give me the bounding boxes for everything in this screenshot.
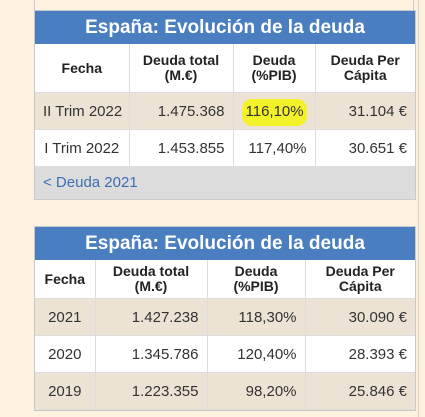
header-text: Cápita <box>343 67 387 83</box>
col-header-deuda-pib[interactable]: Deuda (%PIB) <box>233 44 316 93</box>
header-text: Deuda Per <box>325 263 395 279</box>
cell-fecha: 2021 <box>35 298 96 336</box>
debt-table: Fecha Deuda total (M.€) Deuda (%PIB) Deuda… <box>35 260 415 410</box>
cell-pib: 117,40% <box>233 129 316 167</box>
header-text: Deuda Per <box>330 52 400 68</box>
header-text: (M.€) <box>164 67 198 83</box>
cell-per-capita: 30.090 € <box>305 298 415 336</box>
header-row: Fecha Deuda total (M.€) Deuda (%PIB) Deuda… <box>35 260 415 299</box>
previous-section-edge <box>34 0 414 10</box>
header-text: (%PIB) <box>233 278 279 294</box>
cell-per-capita: 31.104 € <box>315 92 415 130</box>
debt-table: Fecha Deuda total (M.€) Deuda (%PIB) Deuda… <box>35 44 415 167</box>
table-row: 2020 1.345.786 120,40% 28.393 € <box>35 335 415 373</box>
cell-per-capita: 30.651 € <box>315 129 415 167</box>
cell-pib: 98,20% <box>207 372 306 410</box>
header-text: Deuda total <box>112 263 190 279</box>
cell-total: 1.345.786 <box>95 335 208 373</box>
col-header-deuda-pib[interactable]: Deuda (%PIB) <box>207 260 306 299</box>
cell-pib: 118,30% <box>207 298 306 336</box>
col-header-per-capita[interactable]: Deuda Per Cápita <box>315 44 415 93</box>
col-header-deuda-total[interactable]: Deuda total (M.€) <box>129 44 234 93</box>
col-header-deuda-total[interactable]: Deuda total (M.€) <box>95 260 208 299</box>
cell-total: 1.453.855 <box>129 129 234 167</box>
table-row: 2019 1.223.355 98,20% 25.846 € <box>35 372 415 410</box>
table-row: 2021 1.427.238 118,30% 30.090 € <box>35 298 415 336</box>
highlighted-value: 116,10% <box>241 98 307 126</box>
header-text: Deuda <box>252 52 296 68</box>
header-text: Cápita <box>338 278 382 294</box>
cell-fecha: 2019 <box>35 372 96 410</box>
cell-total: 1.427.238 <box>95 298 208 336</box>
header-text: Fecha <box>61 59 102 76</box>
cell-fecha: II Trim 2022 <box>35 92 130 130</box>
header-text: Fecha <box>44 270 85 287</box>
cell-total: 1.475.368 <box>129 92 234 130</box>
cell-pib: 116,10% <box>233 92 316 130</box>
prev-year-link[interactable]: < Deuda 2021 <box>43 174 138 191</box>
header-text: Deuda <box>234 263 278 279</box>
header-text: (%PIB) <box>251 67 297 83</box>
header-text: (M.€) <box>134 278 168 294</box>
cell-per-capita: 28.393 € <box>305 335 415 373</box>
cell-fecha: 2020 <box>35 335 96 373</box>
cell-total: 1.223.355 <box>95 372 208 410</box>
debt-table-annual: España: Evolución de la deuda Fecha Deud… <box>34 226 416 411</box>
cell-fecha: I Trim 2022 <box>35 129 130 167</box>
header-row: Fecha Deuda total (M.€) Deuda (%PIB) Deuda… <box>35 44 415 93</box>
table-title: España: Evolución de la deuda <box>35 11 415 44</box>
table-row: I Trim 2022 1.453.855 117,40% 30.651 € <box>35 129 415 167</box>
table-row: II Trim 2022 1.475.368 116,10% 31.104 € <box>35 92 415 130</box>
cell-per-capita: 25.846 € <box>305 372 415 410</box>
header-text: Deuda total <box>142 52 220 68</box>
col-header-per-capita[interactable]: Deuda Per Cápita <box>305 260 415 299</box>
cell-pib: 120,40% <box>207 335 306 373</box>
table-title: España: Evolución de la deuda <box>35 227 415 260</box>
table-footer: < Deuda 2021 <box>35 167 415 199</box>
col-header-fecha[interactable]: Fecha <box>35 44 130 93</box>
debt-table-quarterly: España: Evolución de la deuda Fecha Deud… <box>34 10 416 200</box>
page-scroll-edge <box>418 0 425 417</box>
col-header-fecha[interactable]: Fecha <box>35 260 96 299</box>
